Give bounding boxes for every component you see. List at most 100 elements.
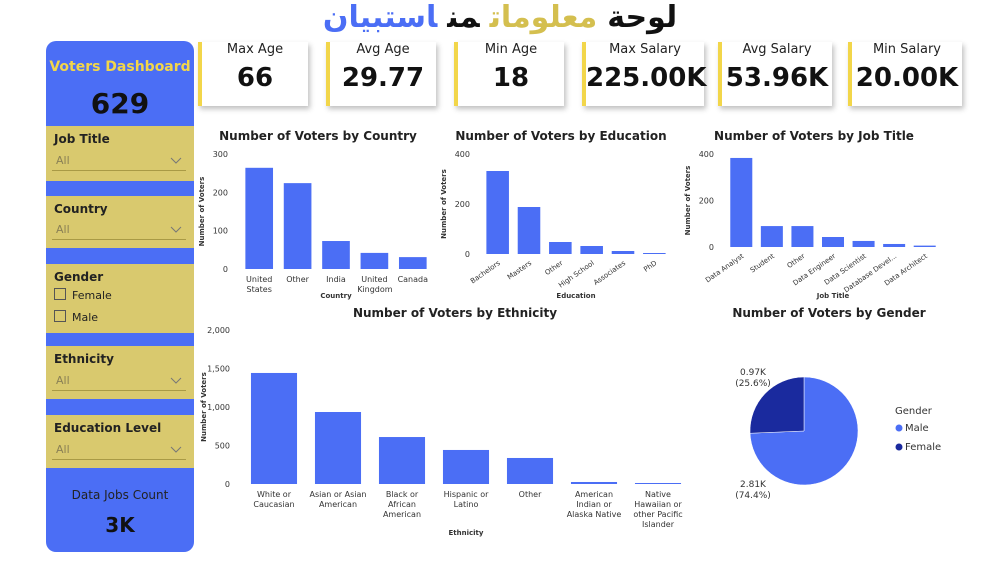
slicer: Education Level All [46, 415, 194, 468]
y-axis-label: Number of Voters [198, 177, 206, 247]
y-tick-label: 0 [225, 480, 230, 489]
chevron [170, 157, 182, 164]
y-tick-label: 0 [465, 250, 470, 259]
bar [643, 253, 666, 254]
value-label: 0.97K [740, 368, 767, 378]
y-tick-label: 200 [699, 197, 714, 206]
dropdown-value: All [56, 154, 70, 167]
sidebar: Voters Dashboard 629 Job Title All Count… [46, 41, 194, 552]
legend-marker [895, 424, 903, 432]
x-tick-label: Black or African American [382, 490, 422, 519]
footer-label: Data Jobs Count [71, 488, 169, 502]
bar [322, 241, 350, 269]
bar [611, 251, 635, 254]
y-axis-label: Number of Voters [200, 372, 208, 442]
dropdown[interactable]: All [52, 152, 186, 171]
x-axis-label: Job Title [816, 292, 850, 300]
title-word: من [447, 0, 480, 35]
kpi-label: Avg Age [356, 42, 410, 57]
kpi-label: Max Age [226, 42, 284, 57]
bar [442, 449, 490, 484]
legend-marker [895, 443, 903, 451]
title-word: معلومات [489, 0, 598, 35]
slicer-label: Ethnicity [54, 352, 114, 366]
y-tick-label: 200 [455, 200, 470, 209]
chart-title: Number of Voters by Country [219, 129, 417, 143]
bar [634, 482, 682, 484]
slicer: Job Title All [46, 126, 194, 181]
slicer: Country All [46, 196, 194, 248]
legend-title: Gender [895, 406, 933, 417]
kpi-card: Min Age 18 [454, 42, 564, 106]
x-tick-label: Associates [592, 259, 627, 287]
chart-title: Number of Voters by Ethnicity [353, 306, 557, 320]
slicer-label: Gender [54, 270, 104, 284]
title-word: لوحة [607, 0, 678, 35]
dropdown[interactable]: All [52, 441, 186, 460]
y-tick-label: 2,000 [207, 326, 230, 335]
chevron [170, 446, 182, 453]
x-tick-label: India [326, 275, 346, 284]
bar [549, 242, 572, 254]
kpi-value: 20.00K [855, 63, 959, 93]
dropdown[interactable]: All [52, 372, 186, 391]
value-label: 2.81K [740, 480, 767, 490]
kpi-value: 66 [236, 63, 274, 93]
bar [730, 157, 753, 247]
y-tick-label: 500 [215, 442, 230, 451]
x-tick-label: Data Analyst [704, 252, 746, 284]
bar [570, 481, 618, 484]
x-tick-label: United Kingdom [357, 275, 393, 294]
dropdown-value: All [56, 374, 70, 387]
kpi-value: 225.00K [586, 63, 707, 93]
y-tick-label: 0 [223, 265, 228, 274]
x-axis-label: Education [556, 292, 595, 300]
dropdown[interactable]: All [52, 221, 186, 240]
checkbox-option[interactable]: Female [54, 288, 112, 302]
kpi-card: Avg Age 29.77 [326, 42, 436, 106]
bar [378, 437, 426, 484]
percent-label: (25.6%) [735, 379, 771, 389]
bar [517, 207, 541, 254]
slicer-label: Country [54, 202, 108, 216]
bar [913, 245, 936, 247]
bar [398, 257, 427, 269]
slicer-label: Education Level [54, 421, 162, 435]
y-tick-label: 300 [213, 150, 228, 159]
y-tick-label: 400 [699, 150, 714, 159]
kpi-value: 53.96K [725, 63, 829, 93]
bar [852, 240, 875, 247]
bar [760, 226, 783, 247]
x-tick-label: Hispanic or Latino [443, 490, 489, 509]
y-axis-label: Number of Voters [440, 169, 448, 239]
bar [314, 412, 362, 484]
kpi-card: Avg Salary 53.96K [718, 42, 832, 106]
checkbox-option[interactable]: Male [54, 310, 98, 324]
dropdown-value: All [56, 443, 70, 456]
kpi-label: Min Salary [872, 42, 942, 57]
title-word: استبيان [322, 0, 438, 35]
bar [360, 252, 389, 269]
x-tick-label: Asian or Asian American [309, 490, 367, 509]
x-tick-label: Other [786, 252, 807, 270]
y-tick-label: 100 [213, 227, 228, 236]
kpi-value: 29.77 [341, 63, 425, 93]
bar [580, 246, 603, 254]
x-tick-label: American Indian or Alaska Native [566, 490, 622, 519]
bar [506, 457, 554, 484]
x-tick-label: Student [749, 252, 776, 275]
y-axis-label: Number of Voters [684, 166, 692, 236]
chart-title: Number of Voters by Gender [732, 306, 925, 320]
y-tick-label: 400 [455, 150, 470, 159]
x-tick-label: Canada [397, 275, 429, 284]
pie-slice [749, 376, 805, 434]
kpi-label: Max Salary [609, 42, 681, 57]
x-tick-label: Native Hawaiian or other Pacific Islande… [633, 490, 683, 529]
chevron [170, 226, 182, 233]
chart-title: Number of Voters by Job Title [714, 129, 914, 143]
x-tick-label: White or Caucasian [253, 490, 295, 509]
slicer: Gender Female Male [46, 264, 194, 333]
sidebar-heading: Voters Dashboard [49, 59, 191, 75]
